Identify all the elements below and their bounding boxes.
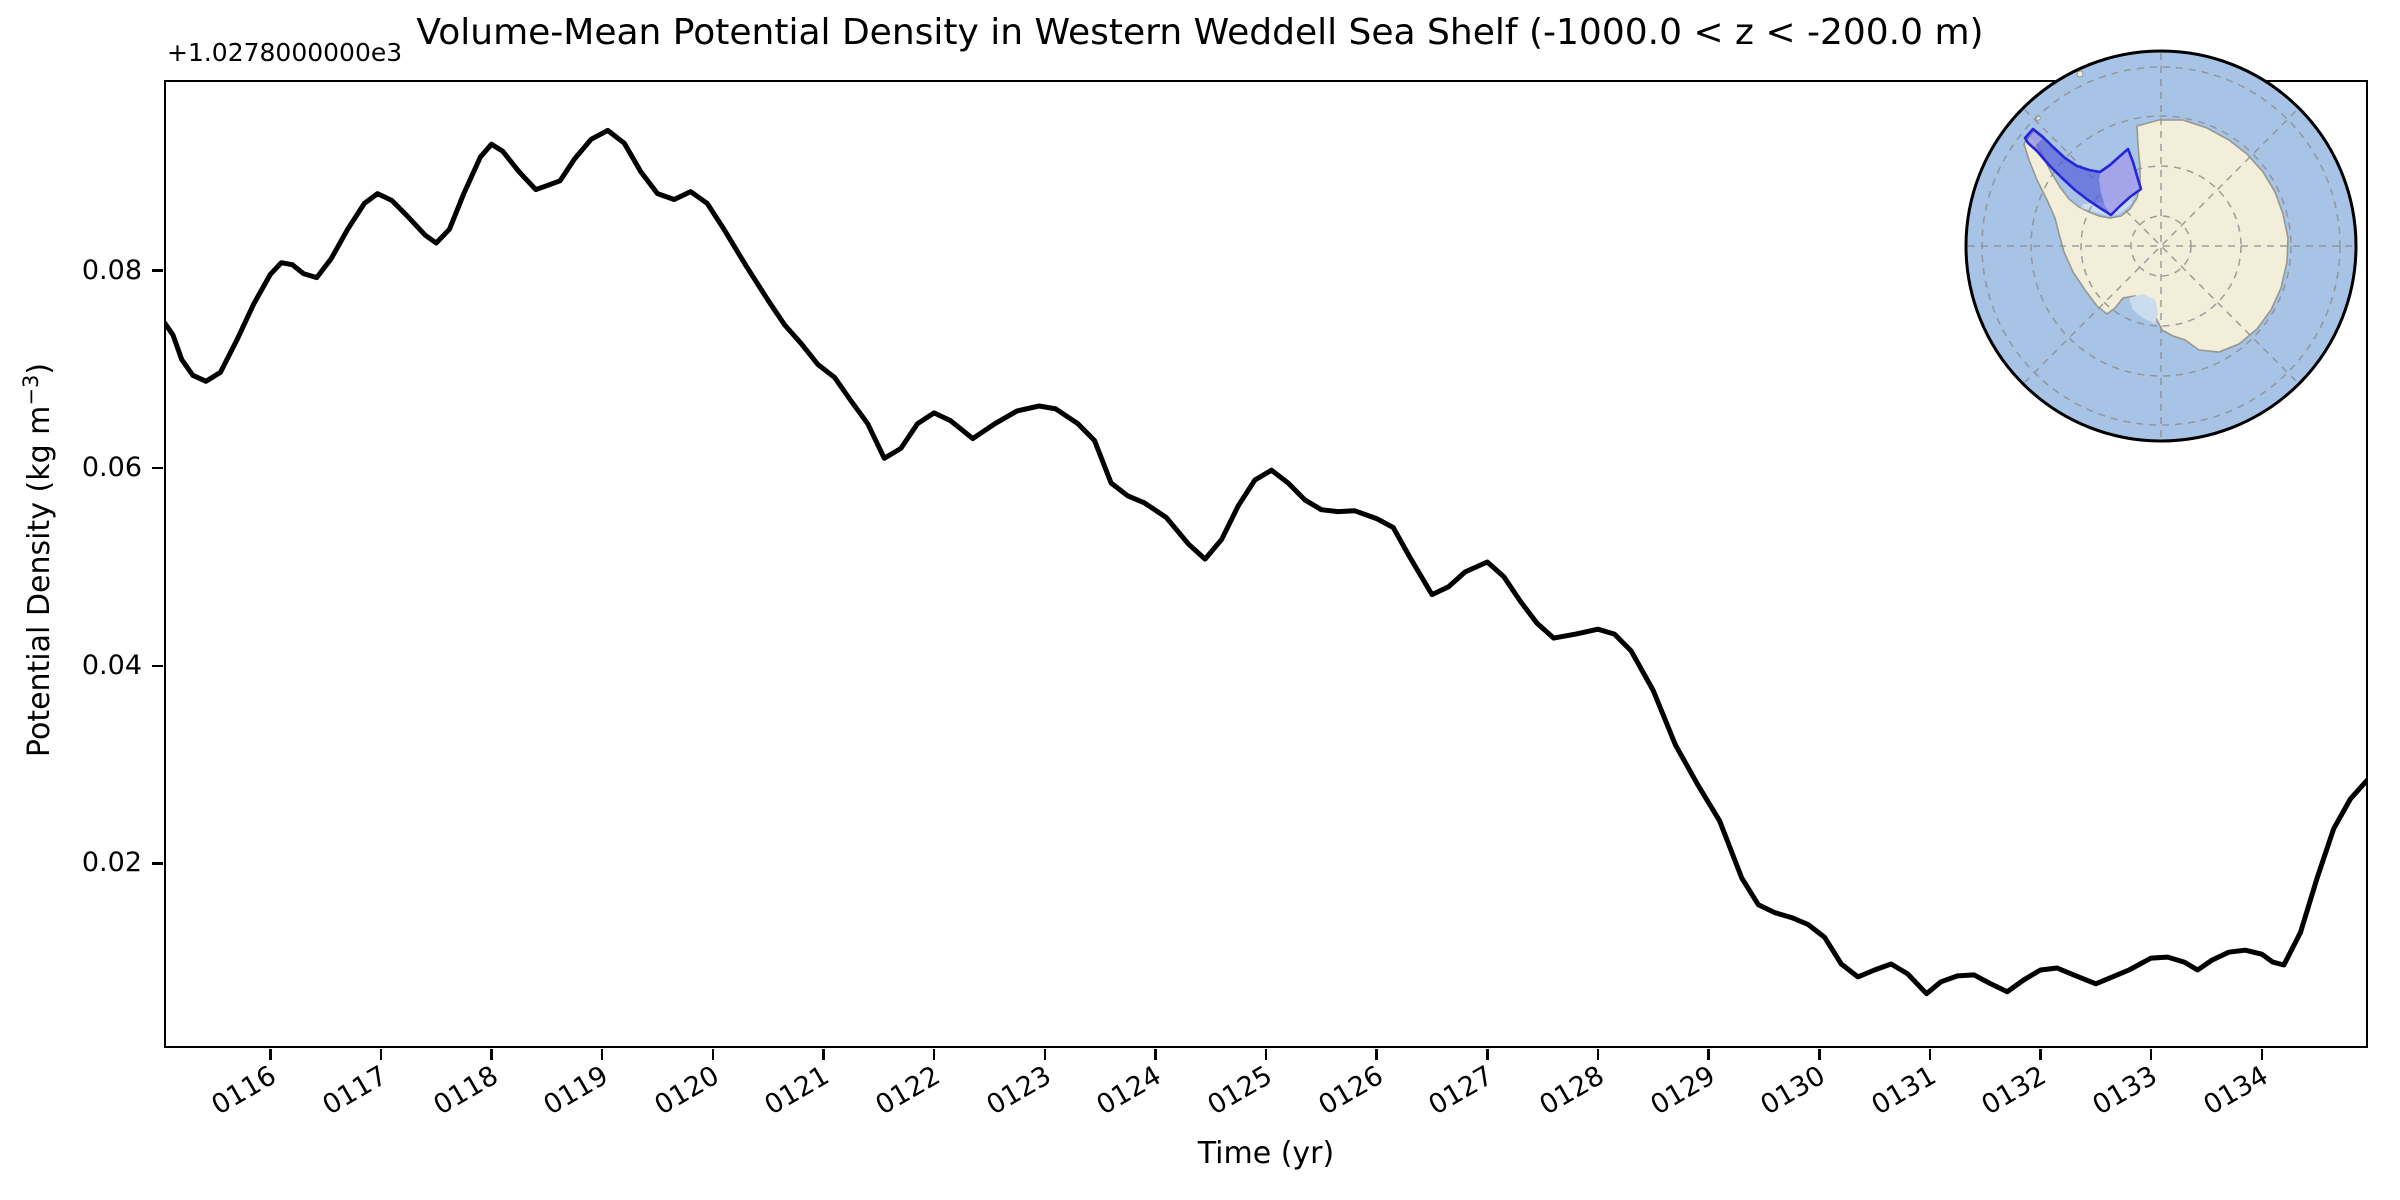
plot-area bbox=[164, 127, 2368, 997]
density-timeseries-line bbox=[164, 127, 2368, 997]
x-tick-mark bbox=[1154, 1049, 1157, 1060]
x-tick-label: 0116 bbox=[206, 1060, 282, 1122]
x-tick-mark bbox=[1264, 1049, 1268, 1060]
x-tick-mark bbox=[932, 1049, 936, 1060]
x-tick-label: 0120 bbox=[649, 1060, 725, 1122]
x-tick-mark bbox=[379, 1049, 383, 1060]
y-axis-label-suffix: ) bbox=[22, 362, 57, 375]
x-tick-label: 0117 bbox=[317, 1060, 393, 1122]
x-tick-label: 0128 bbox=[1534, 1060, 1610, 1122]
y-tick-label: 0.06 bbox=[81, 452, 142, 484]
y-tick-mark bbox=[152, 466, 163, 470]
x-tick-mark bbox=[600, 1049, 604, 1060]
map-outline-circle bbox=[1964, 49, 2358, 443]
x-tick-mark bbox=[2149, 1049, 2153, 1060]
island-dot bbox=[2076, 70, 2084, 78]
chart-title: Volume-Mean Potential Density in Western… bbox=[416, 12, 1984, 53]
antarctica-landmass bbox=[2023, 119, 2289, 353]
x-tick-mark bbox=[490, 1049, 493, 1060]
x-tick-label: 0124 bbox=[1091, 1060, 1167, 1122]
y-tick-mark bbox=[152, 664, 163, 668]
x-tick-mark bbox=[1043, 1049, 1046, 1060]
x-tick-label: 0129 bbox=[1645, 1060, 1721, 1122]
x-tick-mark bbox=[822, 1049, 825, 1060]
y-axis-label: Potential Density (kg m−3) bbox=[19, 363, 57, 757]
x-tick-label: 0118 bbox=[427, 1060, 503, 1122]
x-tick-label: 0119 bbox=[538, 1060, 614, 1122]
x-tick-mark bbox=[269, 1049, 272, 1060]
x-tick-label: 0131 bbox=[1866, 1060, 1942, 1122]
x-axis-label: Time (yr) bbox=[1197, 1136, 1335, 1171]
x-tick-mark bbox=[1375, 1049, 1378, 1060]
x-tick-mark bbox=[2039, 1049, 2042, 1060]
x-tick-label: 0122 bbox=[870, 1060, 946, 1122]
x-tick-label: 0130 bbox=[1755, 1060, 1831, 1122]
y-axis-label-superscript: −3 bbox=[19, 374, 43, 406]
x-tick-mark bbox=[1707, 1049, 1710, 1060]
x-tick-mark bbox=[1596, 1049, 1600, 1060]
y-axis-offset-text: +1.0278000000e3 bbox=[167, 38, 403, 67]
x-tick-mark bbox=[711, 1049, 715, 1060]
x-tick-label: 0121 bbox=[759, 1060, 835, 1122]
x-tick-mark bbox=[1486, 1049, 1489, 1060]
y-tick-mark bbox=[152, 269, 163, 272]
y-tick-label: 0.08 bbox=[81, 254, 142, 286]
y-tick-mark bbox=[152, 862, 163, 865]
x-tick-label: 0125 bbox=[1202, 1060, 1278, 1122]
y-tick-label: 0.02 bbox=[81, 847, 142, 879]
x-tick-label: 0123 bbox=[981, 1060, 1057, 1122]
ross-ice-shelf bbox=[2129, 294, 2158, 324]
x-tick-label: 0127 bbox=[1423, 1060, 1499, 1122]
x-tick-mark bbox=[1928, 1049, 1932, 1060]
map-graticule bbox=[1968, 53, 2354, 439]
weddell-shelf-region bbox=[2023, 127, 2143, 217]
x-tick-mark bbox=[1818, 1049, 1821, 1060]
x-tick-label: 0133 bbox=[2087, 1060, 2163, 1122]
x-tick-mark bbox=[2260, 1049, 2264, 1060]
x-tick-label: 0134 bbox=[2198, 1060, 2274, 1122]
x-tick-label: 0126 bbox=[1313, 1060, 1389, 1122]
y-tick-label: 0.04 bbox=[81, 649, 142, 681]
x-tick-label: 0132 bbox=[1976, 1060, 2052, 1122]
antarctica-inset-map bbox=[1964, 49, 2358, 443]
